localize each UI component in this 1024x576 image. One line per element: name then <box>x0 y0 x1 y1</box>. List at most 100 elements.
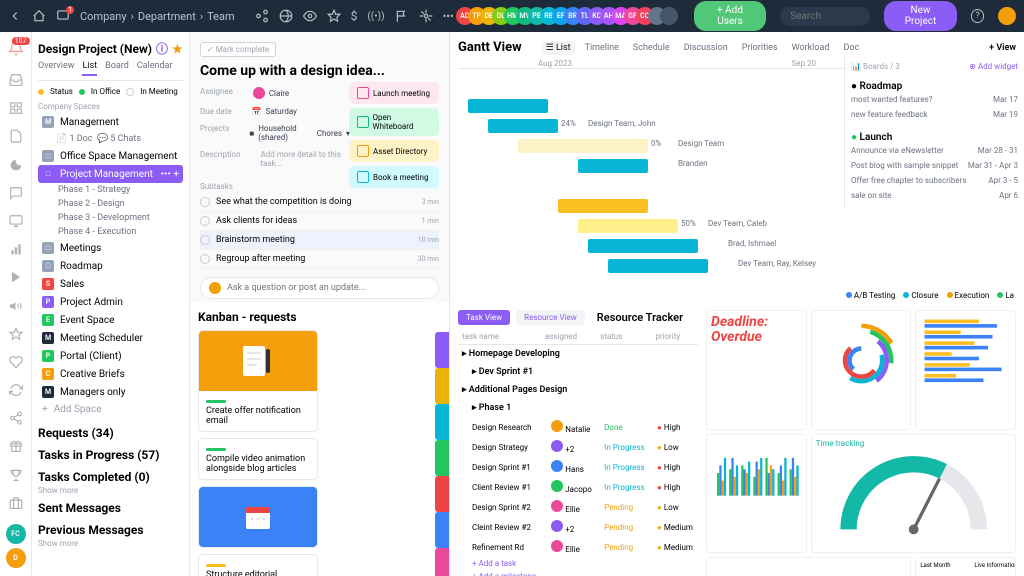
star-icon[interactable] <box>327 9 341 23</box>
grid-icon[interactable] <box>8 101 24 115</box>
gantt-bar[interactable] <box>608 259 708 273</box>
roadmap-item[interactable]: new feature feedbackMar 19 <box>851 107 1018 122</box>
sidebar-space-item[interactable]: EEvent Space <box>38 311 183 329</box>
sidebar-space-item[interactable]: PProject Admin <box>38 293 183 311</box>
briefcase-icon[interactable] <box>8 496 24 510</box>
gantt-bar[interactable] <box>588 239 698 253</box>
requests-heading[interactable]: Requests (34) <box>38 426 183 440</box>
sidebar-space-item[interactable]: SSales <box>38 275 183 293</box>
more-icon[interactable]: ••• <box>443 10 454 23</box>
kanban-tab[interactable] <box>435 512 449 548</box>
dollar-icon[interactable]: $ <box>351 9 358 23</box>
signal-icon[interactable]: ((•)) <box>367 11 384 22</box>
show-more-link[interactable]: Show more <box>38 486 183 495</box>
notifications-icon[interactable]: 107 <box>8 40 24 59</box>
task-action-button[interactable]: Open Whiteboard <box>349 108 439 136</box>
inbox-icon[interactable] <box>8 73 24 87</box>
kanban-card[interactable]: Structure editorial calendar <box>198 554 318 576</box>
phase-item[interactable]: Phase 2 - Design <box>38 197 183 211</box>
phase-item[interactable]: Phase 4 - Execution <box>38 225 183 239</box>
sidebar-tab[interactable]: List <box>82 61 97 76</box>
task-action-button[interactable]: Book a meeting <box>349 166 439 188</box>
gantt-view-tab[interactable]: Doc <box>839 41 863 55</box>
heart-icon[interactable] <box>8 355 24 369</box>
globe-icon[interactable] <box>279 9 293 23</box>
launch-item[interactable]: sale on siteApr 6 <box>851 188 1018 203</box>
workspace-avatar[interactable]: FC <box>6 524 26 544</box>
add-space-button[interactable]: + Add Space <box>38 401 183 418</box>
add-task-link[interactable]: + Add a task <box>458 557 698 570</box>
user-avatar[interactable] <box>998 7 1016 25</box>
chat-icon[interactable] <box>8 186 24 200</box>
resource-row[interactable]: Cleint Review #2 +2Pending● Medium <box>458 517 698 537</box>
kanban-tab[interactable] <box>435 404 449 440</box>
subtask-row[interactable]: See what the competition is doing3 min <box>200 193 439 212</box>
monitor-icon[interactable] <box>8 214 24 228</box>
sidebar-space-item[interactable]: □Project Management••• + <box>38 165 183 183</box>
inbox-icon[interactable]: 1 <box>56 8 70 25</box>
kanban-card[interactable]: Compile video animation alongside blog a… <box>198 438 318 480</box>
doc-chat-row[interactable]: 📄 1 Doc 💬 5 Chats <box>38 131 183 147</box>
new-project-button[interactable]: New Project <box>884 1 957 31</box>
home-icon[interactable] <box>32 9 46 23</box>
search-input[interactable] <box>780 7 870 26</box>
task-action-button[interactable]: Asset Directory <box>349 140 439 162</box>
kanban-card[interactable] <box>198 486 318 548</box>
kanban-tab[interactable] <box>435 332 449 368</box>
sent-messages-heading[interactable]: Sent Messages <box>38 501 183 515</box>
sidebar-space-item[interactable]: MMeeting Scheduler <box>38 329 183 347</box>
resource-row[interactable]: Design Sprint #1 HansIn Progress● High <box>458 457 698 477</box>
gantt-bar[interactable] <box>578 219 678 233</box>
network-icon[interactable] <box>8 411 24 425</box>
tasks-progress-heading[interactable]: Tasks in Progress (57) <box>38 448 183 462</box>
gantt-view-tab[interactable]: Timeline <box>581 41 623 55</box>
gantt-view-tab[interactable]: Priorities <box>738 41 782 55</box>
kanban-tab[interactable] <box>435 476 449 512</box>
launch-item[interactable]: Post blog with sample snippetMar 31 - Ap… <box>851 158 1018 173</box>
kanban-card[interactable]: Create offer notification email <box>198 330 318 432</box>
sidebar-space-item[interactable]: □Roadmap <box>38 257 183 275</box>
chart-icon[interactable] <box>8 242 24 256</box>
sidebar-space-item[interactable]: MManagement <box>38 113 183 131</box>
subtask-row[interactable]: Ask clients for ideas1 min <box>200 212 439 231</box>
gantt-view-tab[interactable]: Workload <box>788 41 834 55</box>
resource-view-button[interactable]: Resource View <box>516 310 585 325</box>
launch-item[interactable]: Announce via eNewsletterMar 28 - 31 <box>851 143 1018 158</box>
sidebar-space-item[interactable]: PPortal (Client) <box>38 347 183 365</box>
mark-complete-button[interactable]: ✓ Mark complete <box>200 42 276 57</box>
launch-item[interactable]: Offer free chapter to subscribersApr 3 -… <box>851 173 1018 188</box>
task-view-button[interactable]: Task View <box>458 310 510 325</box>
show-more-link[interactable]: Show more <box>38 539 183 548</box>
user-avatars[interactable]: ADTPDEDLHMMVPBRBEFBRTLKCAHMAGPCO <box>462 7 678 25</box>
sidebar-space-item[interactable]: □Meetings <box>38 239 183 257</box>
refresh-icon[interactable] <box>8 383 24 397</box>
gantt-view-tab[interactable]: ☰ List <box>542 41 575 55</box>
resource-row[interactable]: Client Review #1 JacopoIn Progress● High <box>458 477 698 497</box>
resource-row[interactable]: Refinement Rd ElliePending● Medium <box>458 537 698 557</box>
file-icon[interactable] <box>8 129 24 143</box>
breadcrumb[interactable]: Company› Department› Team <box>80 10 235 23</box>
task-action-button[interactable]: Launch meeting <box>349 82 439 104</box>
sidebar-tab[interactable]: Calendar <box>137 61 173 76</box>
gantt-view-tab[interactable]: Discussion <box>680 41 732 55</box>
gantt-bar[interactable] <box>578 159 648 173</box>
share-icon[interactable] <box>255 9 269 23</box>
workspace-avatar[interactable]: D <box>6 548 26 568</box>
help-icon[interactable]: ? <box>971 9 985 23</box>
flag-icon[interactable] <box>395 9 409 23</box>
gantt-bar[interactable] <box>468 99 548 113</box>
play-icon[interactable] <box>8 270 24 284</box>
subtask-row[interactable]: Brainstorm meeting10 min <box>200 231 439 250</box>
resource-group[interactable]: ▸ Dev Sprint #1 <box>458 363 698 381</box>
moon-icon[interactable] <box>8 158 24 172</box>
gift-icon[interactable] <box>8 439 24 453</box>
trophy-icon[interactable] <box>8 468 24 482</box>
sidebar-tab[interactable]: Board <box>105 61 129 76</box>
menu-icon[interactable] <box>8 9 22 23</box>
gantt-bar[interactable] <box>488 119 558 133</box>
resource-row[interactable]: Design Strategy +2In Progress● Low <box>458 437 698 457</box>
roadmap-item[interactable]: most wanted features?Mar 17 <box>851 92 1018 107</box>
volume-icon[interactable] <box>8 299 24 313</box>
gear-icon[interactable] <box>419 9 433 23</box>
sidebar-space-item[interactable]: □Office Space Management <box>38 147 183 165</box>
